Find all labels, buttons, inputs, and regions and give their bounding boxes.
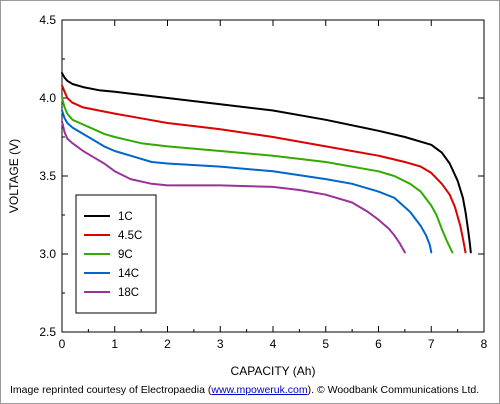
series-line-3 [61, 97, 454, 254]
legend: 1C 4.5C 9C 14C 18C [75, 194, 157, 314]
x-tick-label: 5 [322, 337, 329, 351]
series-line-1 [61, 72, 472, 254]
legend-label: 9C [118, 249, 133, 261]
image-credit: Image reprinted courtesy of Electropaedi… [10, 384, 479, 396]
series-line-2 [61, 84, 467, 254]
x-tick-label: 6 [375, 337, 382, 351]
x-tick-label: 3 [217, 337, 224, 351]
credit-link[interactable]: www.mpoweruk.com [211, 384, 308, 396]
y-tick-label: 3.5 [39, 169, 56, 183]
credit-suffix: ). © Woodbank Communications Ltd. [307, 384, 480, 396]
y-tick-label: 4.0 [39, 91, 56, 105]
x-axis-title: CAPACITY (Ah) [231, 364, 316, 378]
credit-prefix: Image reprinted courtesy of Electropaedi… [10, 384, 212, 396]
series-line-4 [61, 109, 433, 254]
x-tick-label: 1 [111, 337, 118, 351]
x-tick-label: 0 [59, 337, 66, 351]
x-tick-label: 4 [270, 337, 277, 351]
series-line-5 [61, 120, 406, 254]
y-tick-label: 2.5 [39, 325, 56, 339]
y-tick-label: 4.5 [39, 13, 56, 27]
legend-label: 1C [118, 211, 133, 223]
legend-label: 18C [118, 287, 139, 299]
y-axis-title: VOLTAGE (V) [7, 139, 21, 213]
legend-label: 14C [118, 268, 139, 280]
y-tick-label: 3.0 [39, 247, 56, 261]
x-tick-label: 8 [481, 337, 488, 351]
x-tick-label: 7 [428, 337, 435, 351]
x-tick-label: 2 [164, 337, 171, 351]
legend-label: 4.5C [118, 230, 142, 242]
